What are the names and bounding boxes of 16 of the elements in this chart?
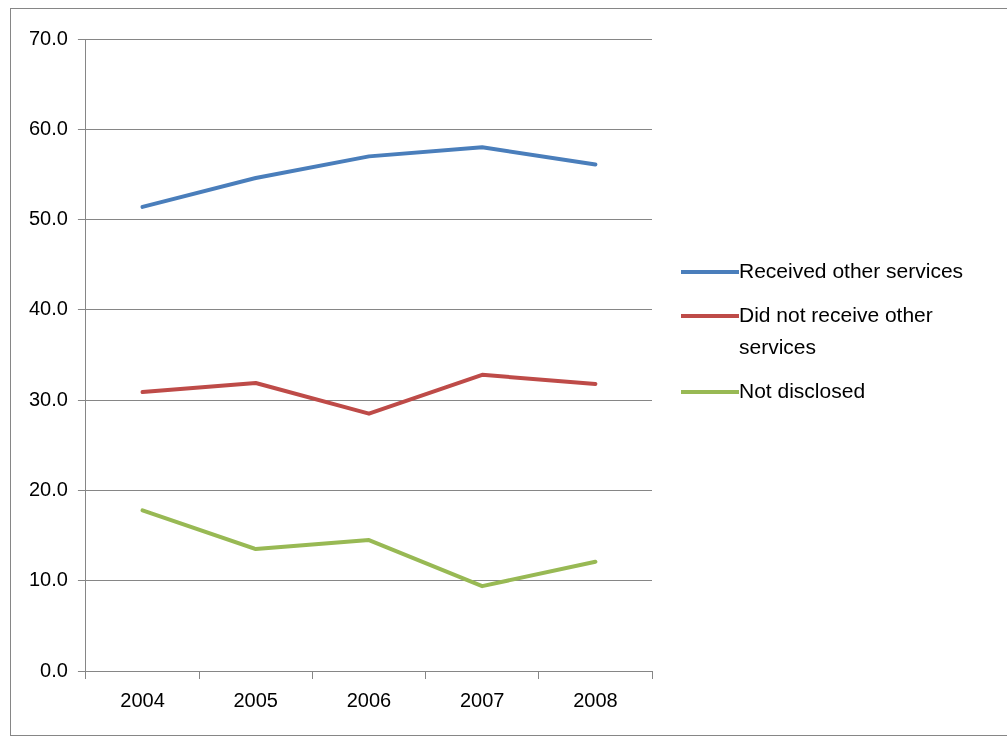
- legend-label: Received other services: [739, 258, 965, 284]
- y-tick-label: 20.0: [28, 477, 68, 500]
- x-tick-label: 2007: [459, 688, 505, 711]
- y-tick-label: 30.0: [28, 387, 68, 410]
- y-tick-label: 70.0: [28, 26, 68, 49]
- legend-label: Not disclosed: [739, 378, 867, 404]
- x-tick-label: 2008: [573, 688, 618, 711]
- y-tick-label: 50.0: [28, 207, 68, 230]
- legend-label: Did not receive other services: [739, 302, 934, 360]
- y-tick-label: 40.0: [28, 297, 68, 320]
- y-tick-label: 10.0: [28, 568, 68, 591]
- y-tick-label: 60.0: [28, 116, 68, 139]
- x-tick-label: 2004: [120, 688, 165, 711]
- x-tick-label: 2006: [346, 688, 392, 711]
- x-tick-label: 2005: [233, 688, 278, 711]
- y-tick-label: 0.0: [40, 658, 68, 681]
